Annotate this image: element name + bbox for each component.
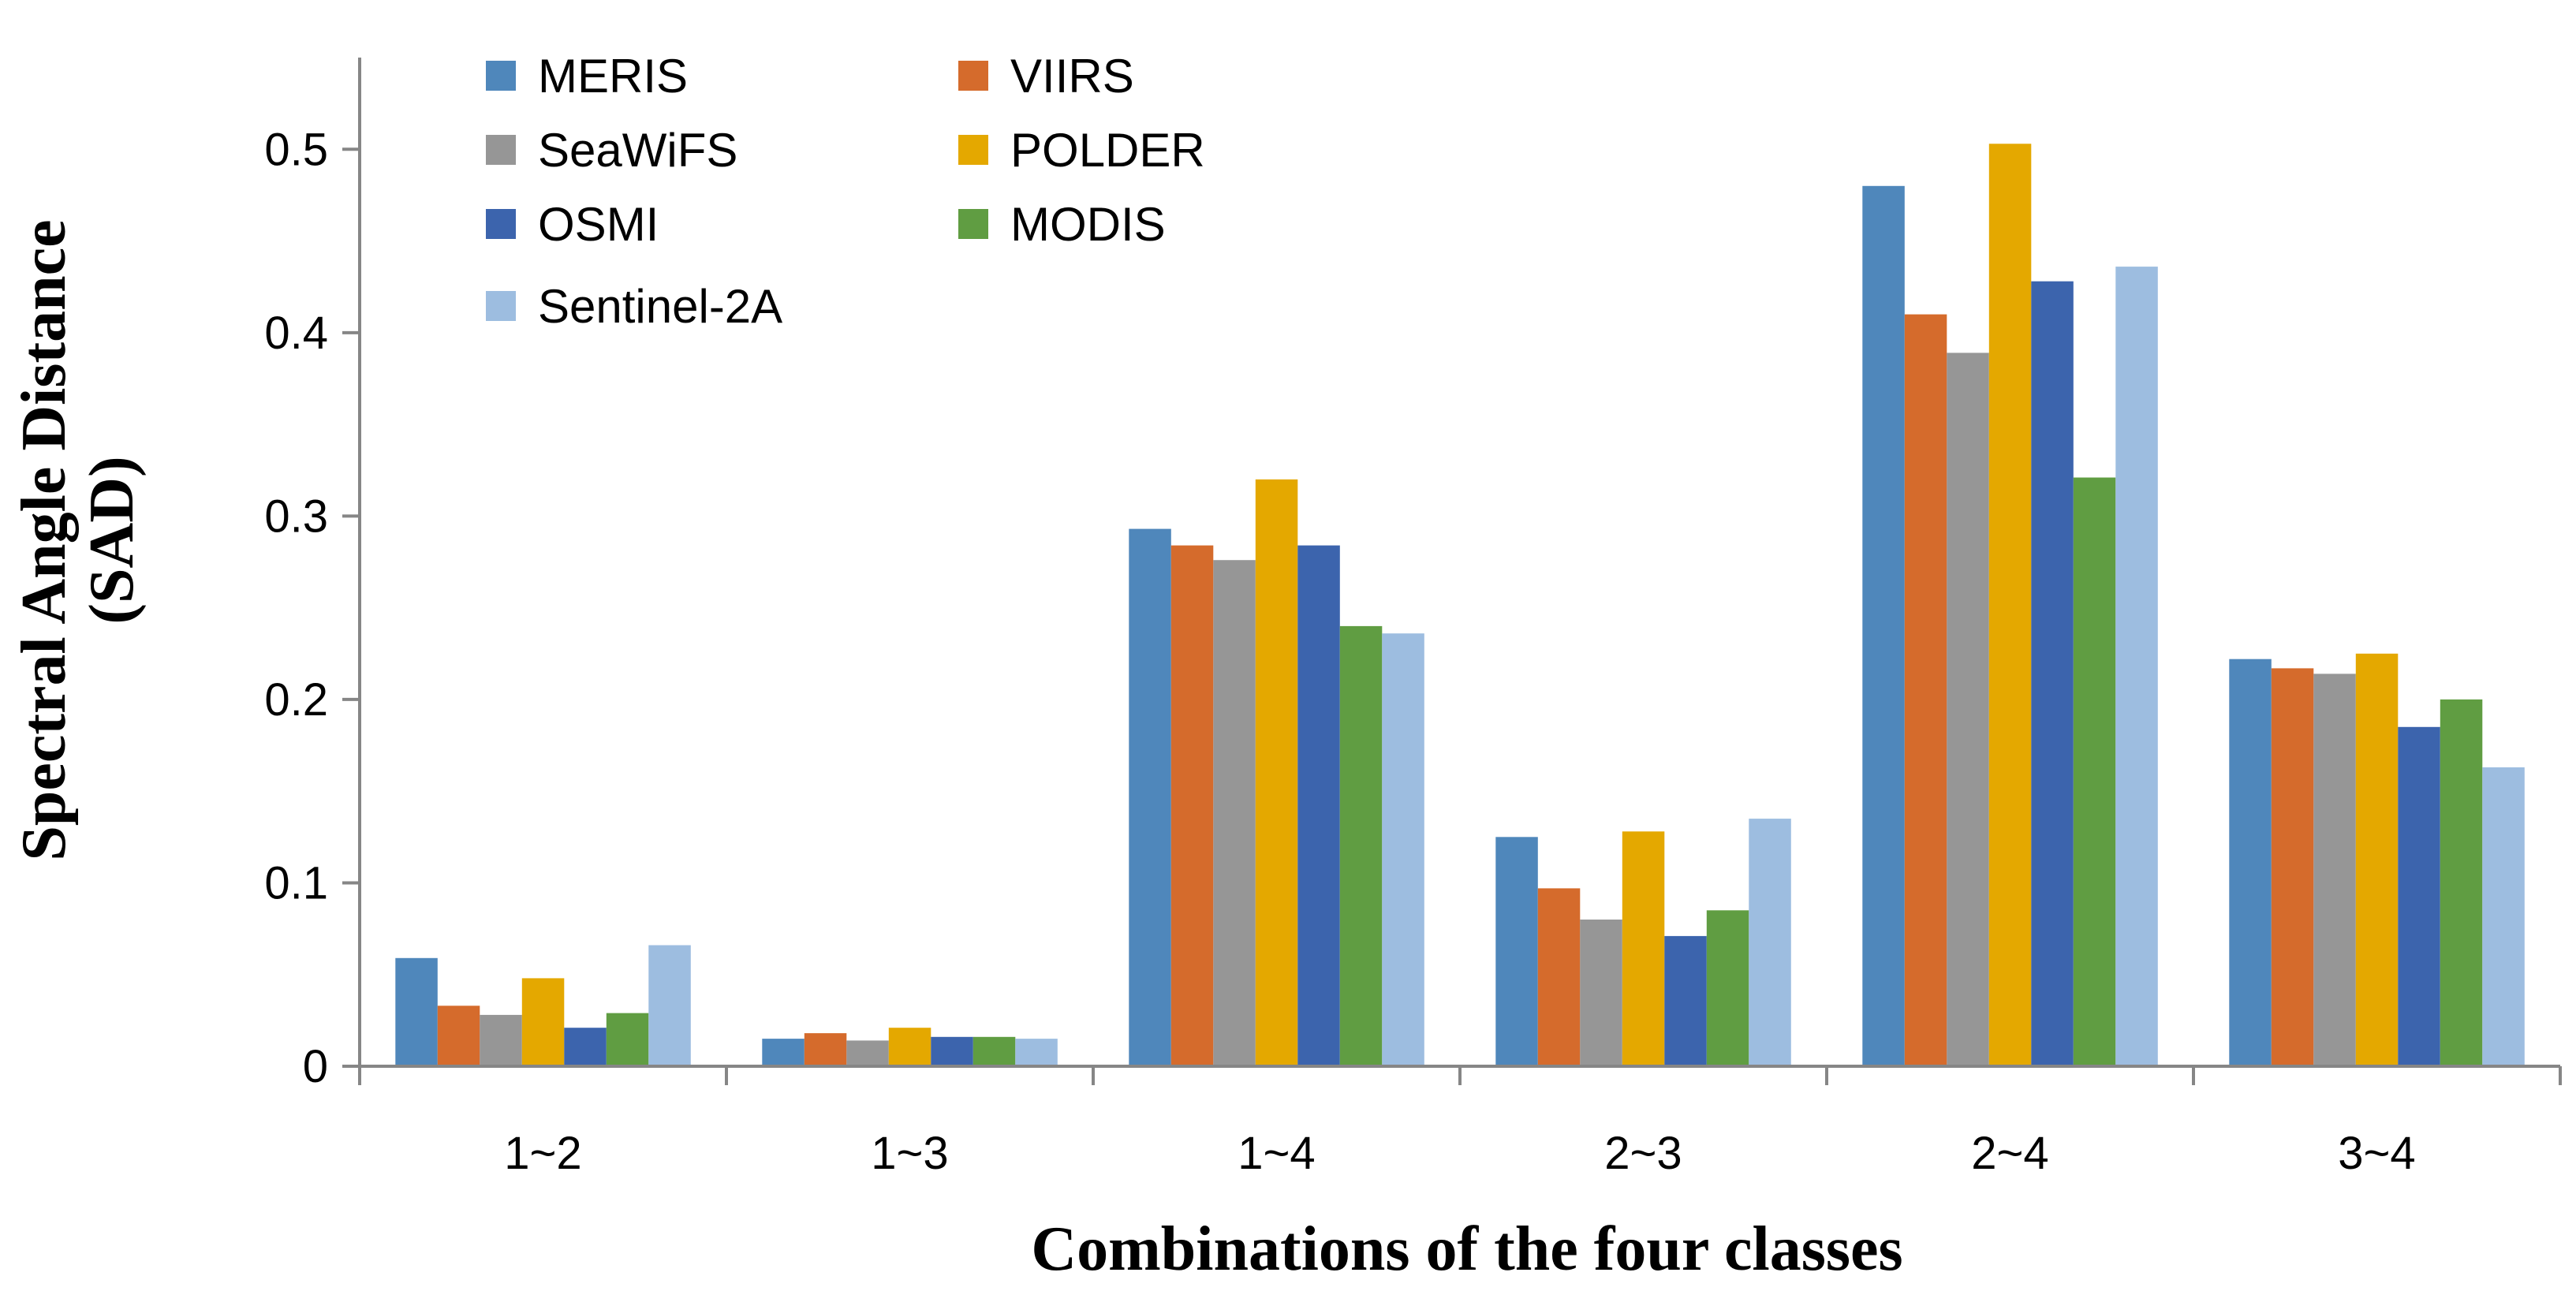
x-tick-label: 3~4 [2338,1128,2415,1179]
legend-swatch-seawifs [486,135,516,165]
bar-meris-3-4 [2229,659,2272,1066]
bar-polder-1-3 [888,1028,931,1066]
bar-sentinel-2a-1-4 [1382,633,1424,1066]
legend-label-osmi: OSMI [538,198,659,251]
x-tick-label: 2~4 [1971,1128,2048,1179]
legend-label-seawifs: SeaWiFS [538,124,737,177]
bar-meris-2-4 [1862,185,1905,1066]
bar-meris-1-3 [762,1039,805,1066]
y-tick-label: 0.3 [264,491,328,542]
bar-modis-2-3 [1706,910,1749,1066]
legend-swatch-viirs [958,61,988,91]
legend-swatch-osmi [486,209,516,239]
legend-label-meris: MERIS [538,50,688,103]
y-tick-label: 0 [303,1041,328,1092]
bar-osmi-2-3 [1664,935,1707,1066]
bar-polder-2-4 [1988,144,2032,1066]
bar-modis-3-4 [2440,699,2483,1066]
bar-sentinel-2a-2-4 [2115,267,2158,1067]
bar-modis-1-4 [1339,625,1383,1066]
legend-swatch-polder [958,135,988,165]
bar-modis-2-4 [2073,477,2116,1066]
legend-label-sentinel-2a: Sentinel-2A [538,280,782,333]
bar-viirs-3-4 [2271,668,2314,1066]
bar-meris-1-2 [395,957,438,1066]
bar-seawifs-1-3 [846,1040,889,1066]
bar-seawifs-2-4 [1947,353,1989,1066]
y-axis-title-line2: (SAD) [77,456,147,624]
bar-seawifs-3-4 [2313,673,2356,1066]
bar-osmi-1-4 [1297,545,1340,1066]
bar-polder-2-3 [1622,831,1665,1066]
y-tick-label: 0.2 [264,674,328,726]
x-tick-label: 1~4 [1238,1128,1315,1179]
bar-viirs-1-4 [1170,545,1214,1066]
bar-viirs-2-4 [1904,314,1947,1067]
bar-osmi-1-2 [564,1028,607,1066]
legend-swatch-modis [958,209,988,239]
x-tick-label: 1~3 [871,1128,948,1179]
legend: MERIS VIIRS SeaWiFS POLDER OSMI MODIS Sentinel… [486,50,1205,333]
y-tick-label: 0.4 [264,308,328,359]
bar-seawifs-2-3 [1580,920,1622,1066]
bar-seawifs-1-4 [1213,560,1256,1066]
bar-polder-1-4 [1255,479,1298,1066]
y-tick-label: 0.1 [264,857,328,909]
bar-osmi-3-4 [2398,726,2440,1066]
bar-sentinel-2a-3-4 [2482,767,2525,1066]
bar-modis-1-3 [973,1036,1016,1066]
bars-layer [395,144,2525,1067]
legend-label-polder: POLDER [1010,124,1205,177]
y-axis-title-line1: Spectral Angle Distance [9,219,79,860]
y-axis-title: Spectral Angle Distance (SAD) [9,219,147,860]
bar-modis-1-2 [606,1013,649,1066]
bar-polder-3-4 [2355,653,2399,1066]
bar-polder-1-2 [521,978,565,1066]
x-tick-label: 1~2 [504,1128,581,1179]
bar-meris-2-3 [1495,837,1538,1066]
y-tick-label: 0.5 [264,124,328,175]
legend-label-viirs: VIIRS [1010,50,1134,103]
bar-viirs-1-3 [804,1033,847,1066]
ticks-layer: 0 0.1 0.2 0.3 0.4 0.5 1~2 1~3 1~4 2~3 2~4 3~4 [264,124,2562,1179]
x-axis-title: Combinations of the four classes [1031,1215,1902,1284]
legend-swatch-sentinel-2a [486,291,516,321]
legend-label-modis: MODIS [1010,198,1166,251]
bar-sentinel-2a-1-2 [648,945,691,1066]
legend-swatch-meris [486,61,516,91]
bar-meris-1-4 [1129,528,1171,1066]
bar-viirs-2-3 [1537,888,1581,1066]
bar-seawifs-1-2 [480,1014,522,1066]
bar-osmi-2-4 [2031,281,2074,1066]
bar-sentinel-2a-2-3 [1749,819,1791,1066]
bar-sentinel-2a-1-3 [1015,1039,1058,1066]
bar-osmi-1-3 [931,1036,973,1066]
bar-viirs-1-2 [437,1006,480,1066]
x-tick-label: 2~3 [1604,1128,1682,1179]
